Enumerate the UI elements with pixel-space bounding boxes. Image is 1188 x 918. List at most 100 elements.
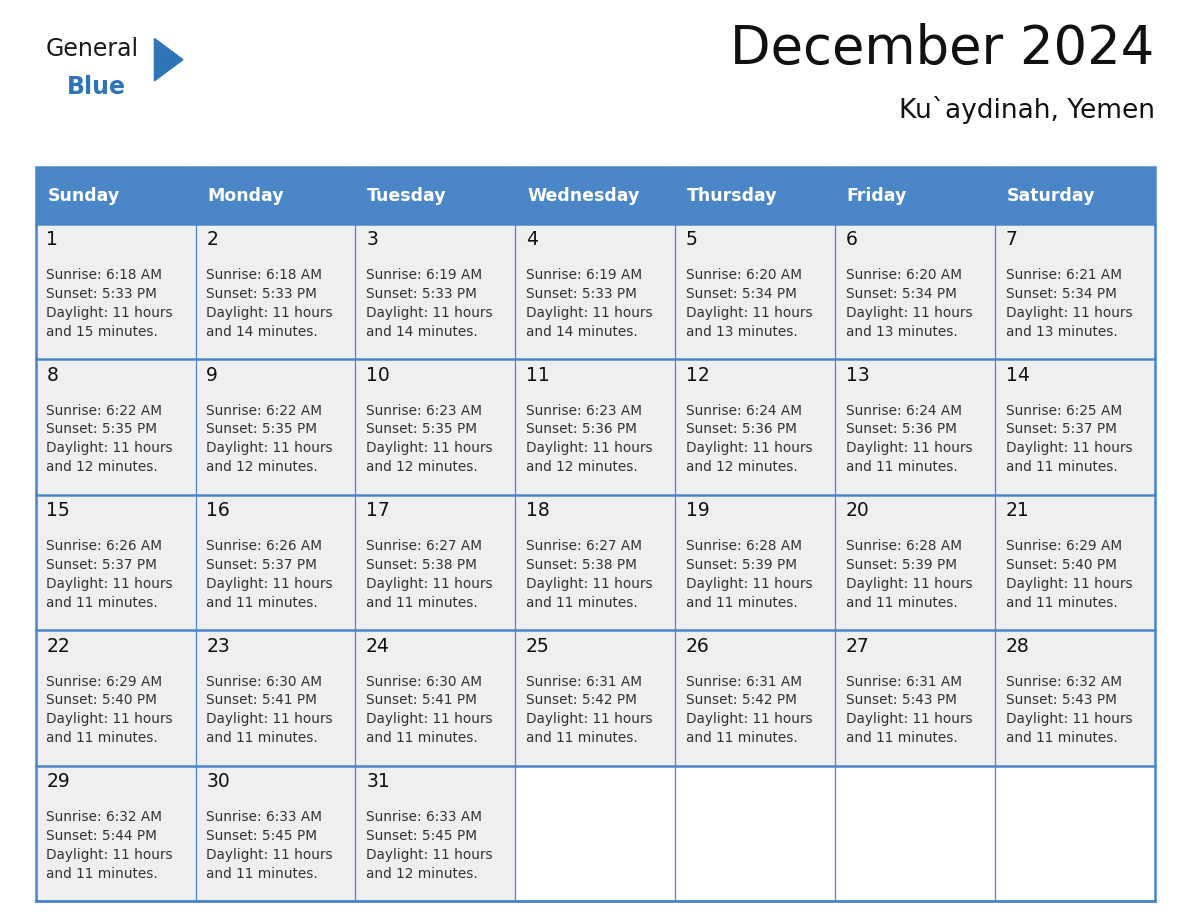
Text: Daylight: 11 hours: Daylight: 11 hours <box>46 442 173 455</box>
Bar <box>675 167 835 224</box>
Text: Sunset: 5:38 PM: Sunset: 5:38 PM <box>526 558 637 572</box>
Text: Sunset: 5:38 PM: Sunset: 5:38 PM <box>366 558 476 572</box>
Text: Daylight: 11 hours: Daylight: 11 hours <box>207 712 333 726</box>
Bar <box>36 766 196 901</box>
Text: Daylight: 11 hours: Daylight: 11 hours <box>46 847 173 862</box>
Text: Sunset: 5:35 PM: Sunset: 5:35 PM <box>207 422 317 436</box>
Text: Sunrise: 6:18 AM: Sunrise: 6:18 AM <box>207 268 322 282</box>
Bar <box>355 167 516 224</box>
Text: and 12 minutes.: and 12 minutes. <box>366 867 478 880</box>
Text: Ku`aydinah, Yemen: Ku`aydinah, Yemen <box>899 96 1155 125</box>
Text: 7: 7 <box>1005 230 1017 250</box>
Bar <box>196 631 355 766</box>
Text: Daylight: 11 hours: Daylight: 11 hours <box>366 847 493 862</box>
Text: Sunrise: 6:29 AM: Sunrise: 6:29 AM <box>46 675 163 688</box>
Bar <box>36 495 196 631</box>
Text: Sunset: 5:41 PM: Sunset: 5:41 PM <box>366 693 476 708</box>
Bar <box>835 167 994 224</box>
Bar <box>36 224 196 360</box>
Text: 24: 24 <box>366 637 390 655</box>
Bar <box>994 631 1155 766</box>
Text: 21: 21 <box>1005 501 1029 521</box>
Text: 23: 23 <box>207 637 230 655</box>
Text: December 2024: December 2024 <box>731 23 1155 75</box>
Text: and 12 minutes.: and 12 minutes. <box>207 460 318 474</box>
Bar <box>675 360 835 495</box>
Text: Sunrise: 6:22 AM: Sunrise: 6:22 AM <box>207 404 322 418</box>
Text: and 11 minutes.: and 11 minutes. <box>846 731 958 745</box>
Bar <box>835 631 994 766</box>
Bar <box>675 224 835 360</box>
Text: and 11 minutes.: and 11 minutes. <box>46 731 158 745</box>
Text: Sunrise: 6:28 AM: Sunrise: 6:28 AM <box>685 539 802 553</box>
Text: Sunset: 5:42 PM: Sunset: 5:42 PM <box>685 693 797 708</box>
Text: Sunset: 5:33 PM: Sunset: 5:33 PM <box>526 286 637 301</box>
Text: Sunset: 5:36 PM: Sunset: 5:36 PM <box>526 422 637 436</box>
Text: and 13 minutes.: and 13 minutes. <box>685 324 797 339</box>
Text: Sunrise: 6:25 AM: Sunrise: 6:25 AM <box>1005 404 1121 418</box>
Text: Sunset: 5:33 PM: Sunset: 5:33 PM <box>207 286 317 301</box>
Text: Sunset: 5:45 PM: Sunset: 5:45 PM <box>366 829 478 843</box>
Text: 12: 12 <box>685 366 709 385</box>
Text: Daylight: 11 hours: Daylight: 11 hours <box>526 442 652 455</box>
Bar <box>355 766 516 901</box>
Text: Sunrise: 6:20 AM: Sunrise: 6:20 AM <box>846 268 962 282</box>
Text: 29: 29 <box>46 772 70 791</box>
Bar <box>835 766 994 901</box>
Text: Sunset: 5:41 PM: Sunset: 5:41 PM <box>207 693 317 708</box>
Text: Sunrise: 6:27 AM: Sunrise: 6:27 AM <box>526 539 642 553</box>
Bar <box>516 360 675 495</box>
Text: Daylight: 11 hours: Daylight: 11 hours <box>207 577 333 590</box>
Text: 18: 18 <box>526 501 550 521</box>
Bar <box>36 360 196 495</box>
Text: Sunset: 5:40 PM: Sunset: 5:40 PM <box>46 693 157 708</box>
Text: 14: 14 <box>1005 366 1030 385</box>
Text: and 14 minutes.: and 14 minutes. <box>207 324 318 339</box>
Text: Sunset: 5:36 PM: Sunset: 5:36 PM <box>685 422 797 436</box>
Text: Sunset: 5:37 PM: Sunset: 5:37 PM <box>207 558 317 572</box>
Bar <box>994 360 1155 495</box>
Text: and 13 minutes.: and 13 minutes. <box>1005 324 1117 339</box>
Text: Daylight: 11 hours: Daylight: 11 hours <box>526 712 652 726</box>
Text: Sunrise: 6:23 AM: Sunrise: 6:23 AM <box>526 404 642 418</box>
Text: and 11 minutes.: and 11 minutes. <box>46 867 158 880</box>
Text: Daylight: 11 hours: Daylight: 11 hours <box>1005 577 1132 590</box>
Text: 11: 11 <box>526 366 550 385</box>
Text: Sunrise: 6:24 AM: Sunrise: 6:24 AM <box>846 404 962 418</box>
Bar <box>196 495 355 631</box>
Text: Saturday: Saturday <box>1006 186 1095 205</box>
Text: 2: 2 <box>207 230 219 250</box>
Bar <box>355 631 516 766</box>
Polygon shape <box>154 39 183 81</box>
Text: Sunset: 5:42 PM: Sunset: 5:42 PM <box>526 693 637 708</box>
Text: Daylight: 11 hours: Daylight: 11 hours <box>366 712 493 726</box>
Text: Sunrise: 6:19 AM: Sunrise: 6:19 AM <box>526 268 642 282</box>
Bar <box>516 766 675 901</box>
Bar <box>516 167 675 224</box>
Bar <box>36 167 196 224</box>
Text: 27: 27 <box>846 637 870 655</box>
Bar <box>36 631 196 766</box>
Text: and 11 minutes.: and 11 minutes. <box>526 731 638 745</box>
Text: Sunset: 5:40 PM: Sunset: 5:40 PM <box>1005 558 1117 572</box>
Text: and 15 minutes.: and 15 minutes. <box>46 324 158 339</box>
Text: Sunrise: 6:29 AM: Sunrise: 6:29 AM <box>1005 539 1121 553</box>
Text: and 11 minutes.: and 11 minutes. <box>207 867 318 880</box>
Text: 6: 6 <box>846 230 858 250</box>
Text: Daylight: 11 hours: Daylight: 11 hours <box>685 577 813 590</box>
Bar <box>516 495 675 631</box>
Text: and 14 minutes.: and 14 minutes. <box>366 324 478 339</box>
Text: Sunset: 5:35 PM: Sunset: 5:35 PM <box>366 422 478 436</box>
Text: Sunset: 5:37 PM: Sunset: 5:37 PM <box>46 558 157 572</box>
Text: and 11 minutes.: and 11 minutes. <box>685 731 797 745</box>
Text: Sunrise: 6:33 AM: Sunrise: 6:33 AM <box>366 810 482 824</box>
Text: and 12 minutes.: and 12 minutes. <box>46 460 158 474</box>
Text: Daylight: 11 hours: Daylight: 11 hours <box>366 577 493 590</box>
Text: and 14 minutes.: and 14 minutes. <box>526 324 638 339</box>
Bar <box>355 360 516 495</box>
Text: Sunrise: 6:20 AM: Sunrise: 6:20 AM <box>685 268 802 282</box>
Text: 22: 22 <box>46 637 70 655</box>
Text: 28: 28 <box>1005 637 1029 655</box>
Bar <box>196 224 355 360</box>
Bar <box>994 766 1155 901</box>
